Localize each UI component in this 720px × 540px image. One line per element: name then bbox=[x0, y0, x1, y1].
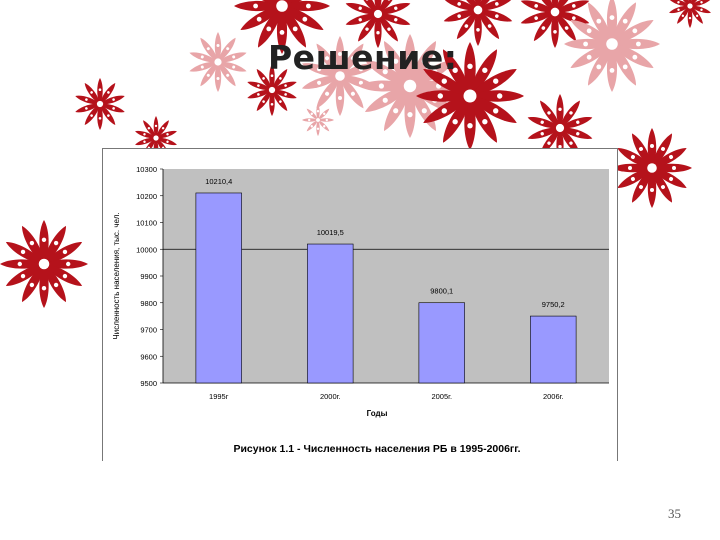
x-tick-label: 2006г. bbox=[543, 392, 564, 401]
flower-ornament bbox=[247, 64, 297, 116]
flower-ornament bbox=[564, 0, 660, 92]
flower-ornament bbox=[345, 0, 411, 48]
chart-frame: 10210,4 10019,5 9800,1 9750,2 10300 10200 101… bbox=[102, 148, 618, 461]
flower-ornament bbox=[669, 0, 711, 28]
bar-chart: 10210,4 10019,5 9800,1 9750,2 10300 10200 101… bbox=[112, 165, 609, 455]
bar bbox=[195, 192, 242, 384]
y-tick-label: 9500 bbox=[140, 379, 157, 388]
bar bbox=[530, 315, 577, 384]
flower-ornament bbox=[302, 104, 334, 136]
bar-data-label: 9800,1 bbox=[430, 287, 453, 296]
y-tick-label: 9600 bbox=[140, 352, 157, 361]
chart-title: Рисунок 1.1 - Численность населения РБ в… bbox=[233, 443, 520, 455]
y-tick-label: 10100 bbox=[136, 219, 157, 228]
y-axis-label: Численность населения, тыс. чел. bbox=[112, 212, 121, 339]
flower-ornament bbox=[75, 78, 125, 130]
flower-ornament bbox=[301, 36, 379, 116]
page-number: 35 bbox=[668, 506, 681, 521]
flower-ornament bbox=[520, 0, 590, 48]
x-tick-label: 2005г. bbox=[431, 392, 452, 401]
x-axis-label: Годы bbox=[367, 409, 388, 418]
bar-data-label: 10019,5 bbox=[317, 228, 344, 237]
y-tick-label: 9800 bbox=[140, 299, 157, 308]
flower-ornament bbox=[234, 0, 330, 54]
x-tick-label: 1995г bbox=[209, 392, 229, 401]
x-tick-label: 2000г. bbox=[320, 392, 341, 401]
flower-ornament bbox=[0, 220, 88, 308]
slide-title: Решение: bbox=[268, 38, 458, 77]
y-tick-label: 9700 bbox=[140, 326, 157, 335]
flower-ornament bbox=[416, 42, 524, 150]
bar-data-label: 9750,2 bbox=[542, 300, 565, 309]
flower-ornament bbox=[527, 94, 593, 162]
bar-data-label: 10210,4 bbox=[205, 177, 232, 186]
y-tick-label: 10000 bbox=[136, 245, 157, 254]
bar bbox=[307, 243, 354, 384]
flower-ornament bbox=[189, 32, 247, 92]
flower-ornament bbox=[443, 0, 513, 46]
y-tick-label: 10300 bbox=[136, 165, 157, 174]
flower-ornament bbox=[612, 128, 692, 208]
bar bbox=[418, 302, 465, 384]
y-tick-label: 9900 bbox=[140, 272, 157, 281]
y-tick-label: 10200 bbox=[136, 192, 157, 201]
